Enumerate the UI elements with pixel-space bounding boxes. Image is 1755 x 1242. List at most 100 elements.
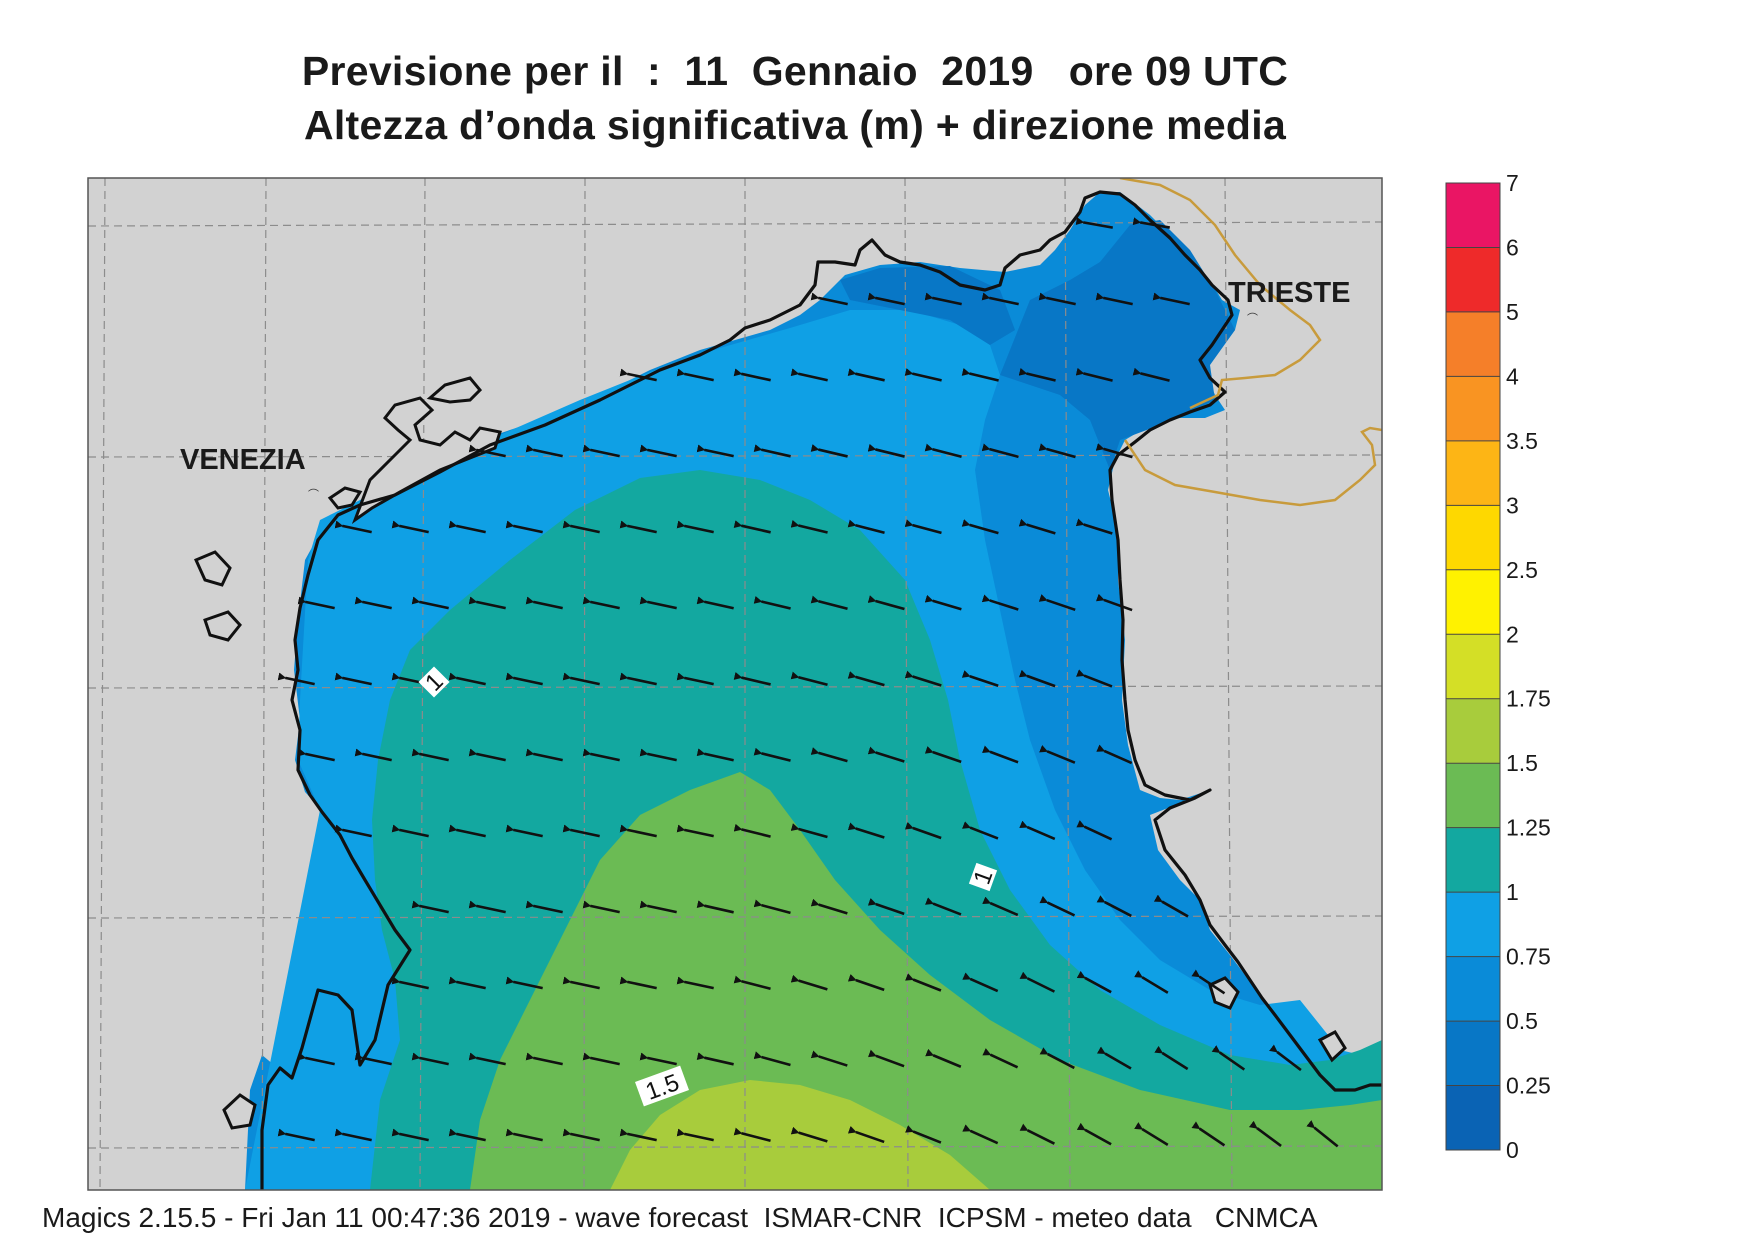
wave-direction-arrow: [505, 976, 543, 990]
wave-direction-arrow: [619, 1128, 657, 1142]
wave-direction-arrow: [790, 823, 828, 839]
wave-direction-arrow: [905, 1125, 942, 1144]
wave-direction-arrow: [696, 596, 734, 610]
wave-direction-arrow: [525, 900, 563, 914]
wave-direction-arrow: [924, 746, 962, 764]
wave-direction-arrow: [867, 1049, 905, 1068]
wave-direction-arrow: [753, 1051, 791, 1067]
wave-direction-arrow: [525, 748, 563, 762]
wave-direction-arrow: [676, 1128, 714, 1142]
wave-direction-arrow: [468, 1052, 506, 1066]
wave-direction-arrow: [753, 596, 791, 610]
colorbar-tick-label: 2.5: [1506, 557, 1538, 583]
wave-direction-arrow: [810, 747, 848, 763]
colorbar-segment: [1446, 376, 1500, 442]
wave-direction-arrow: [334, 520, 372, 534]
wave-direction-arrow: [1038, 443, 1076, 459]
wave-direction-arrow: [505, 824, 543, 838]
wave-direction-arrow: [582, 444, 620, 458]
wave-direction-arrow: [297, 1052, 335, 1066]
map-grid: [88, 178, 1382, 1190]
wave-direction-arrow: [1191, 969, 1226, 995]
wave-direction-arrow: [753, 747, 791, 762]
colorbar-tick-label: 3.5: [1506, 428, 1538, 454]
wave-direction-arrow: [867, 443, 905, 458]
wave-direction-arrow: [1132, 367, 1170, 382]
wave-direction-arrow: [1096, 895, 1132, 918]
wave-direction-arrow: [562, 824, 600, 838]
colorbar-tick-label: 0.25: [1506, 1073, 1551, 1099]
wave-direction-arrow: [1211, 1045, 1246, 1071]
wave-direction-arrow: [1134, 970, 1169, 994]
wave-direction-arrow: [639, 444, 677, 458]
colorbar-segment: [1446, 569, 1500, 635]
wave-direction-arrow: [354, 596, 392, 610]
border-line-2: [1123, 426, 1382, 507]
wave-direction-arrow: [277, 672, 315, 686]
wave-direction-arrow: [1132, 217, 1170, 229]
wave-direction-arrow: [790, 974, 828, 991]
wave-direction-arrow: [753, 444, 791, 458]
wave-direction-arrow: [562, 976, 600, 990]
wave-direction-arrow: [277, 1128, 315, 1142]
wave-direction-arrow: [733, 520, 771, 534]
map-frame: [87, 177, 1383, 1191]
wave-direction-arrow: [468, 444, 506, 458]
colorbar-tick-label: 0: [1506, 1137, 1519, 1163]
wave-direction-arrow: [468, 748, 506, 762]
wave-direction-arrow: [639, 596, 677, 610]
wave-direction-arrow: [1095, 443, 1133, 459]
wave-direction-arrow: [847, 519, 885, 534]
wave-direction-arrow: [1039, 895, 1076, 917]
wave-direction-arrow: [411, 748, 449, 762]
wave-direction-arrow: [448, 1128, 486, 1142]
city-label-trieste: TRIESTE: [1228, 277, 1350, 309]
wave-direction-arrow: [1076, 669, 1113, 688]
wave-direction-arrow: [961, 670, 999, 688]
wave-direction-arrow: [354, 748, 392, 762]
colorbar-tick-label: 0.75: [1506, 944, 1551, 970]
chart-subtitle: Altezza d’onda significativa (m) + direz…: [303, 102, 1287, 148]
wave-direction-arrow: [696, 1052, 734, 1066]
colorbar-tick-label: 1.75: [1506, 686, 1551, 712]
wave-direction-arrow: [619, 520, 657, 534]
wave-direction-arrow: [1075, 367, 1113, 382]
wave-direction-arrow: [334, 824, 372, 838]
colorbar-segment: [1446, 698, 1500, 764]
wave-direction-arrow: [505, 520, 543, 534]
wave-direction-arrow: [733, 368, 771, 382]
wave-direction-arrow: [676, 520, 714, 534]
wave-direction-arrow: [962, 821, 999, 840]
wave-direction-arrow: [1019, 1123, 1055, 1145]
wave-direction-arrow: [810, 1050, 848, 1067]
wave-direction-arrow: [525, 596, 563, 610]
wave-direction-arrow: [1018, 518, 1056, 535]
wave-direction-arrow: [297, 748, 335, 762]
wave-direction-arrow: [391, 1128, 429, 1142]
wave-direction-arrow: [924, 292, 962, 306]
wave-direction-arrow: [1096, 744, 1133, 765]
wave-direction-arrow: [847, 368, 885, 382]
wave-direction-arrow: [411, 900, 449, 914]
wave-direction-arrow: [982, 896, 1019, 917]
wave-direction-arrow: [391, 824, 429, 838]
wave-direction-arrow: [1018, 669, 1056, 688]
wave-direction-arrow: [1306, 1120, 1339, 1148]
wave-direction-arrow: [1075, 217, 1113, 229]
wave-direction-arrow: [847, 974, 885, 992]
wave-direction-arrow: [1075, 518, 1113, 535]
wave-direction-arrow: [525, 444, 563, 458]
colorbar-legend: 0 0.25 0.5 0.75 1 1.25 1.5 1.75 2 2.5 3 3.5 4 5 6 7: [1445, 170, 1551, 1163]
wave-direction-arrow: [961, 519, 999, 535]
wave-direction-arrow: [1038, 292, 1076, 306]
colorbar-tick-label: 6: [1506, 234, 1519, 260]
wave-direction-arrow: [753, 899, 791, 915]
colorbar-segment: [1446, 827, 1500, 893]
wave-direction-arrow: [525, 1052, 563, 1066]
wave-direction-arrow: [1134, 1122, 1169, 1146]
wave-direction-arrow: [582, 900, 620, 914]
wave-direction-arrow: [904, 368, 942, 382]
colorbar-segment: [1446, 956, 1500, 1022]
wave-direction-arrow: [810, 292, 848, 306]
wave-direction-arrow: [733, 672, 771, 686]
